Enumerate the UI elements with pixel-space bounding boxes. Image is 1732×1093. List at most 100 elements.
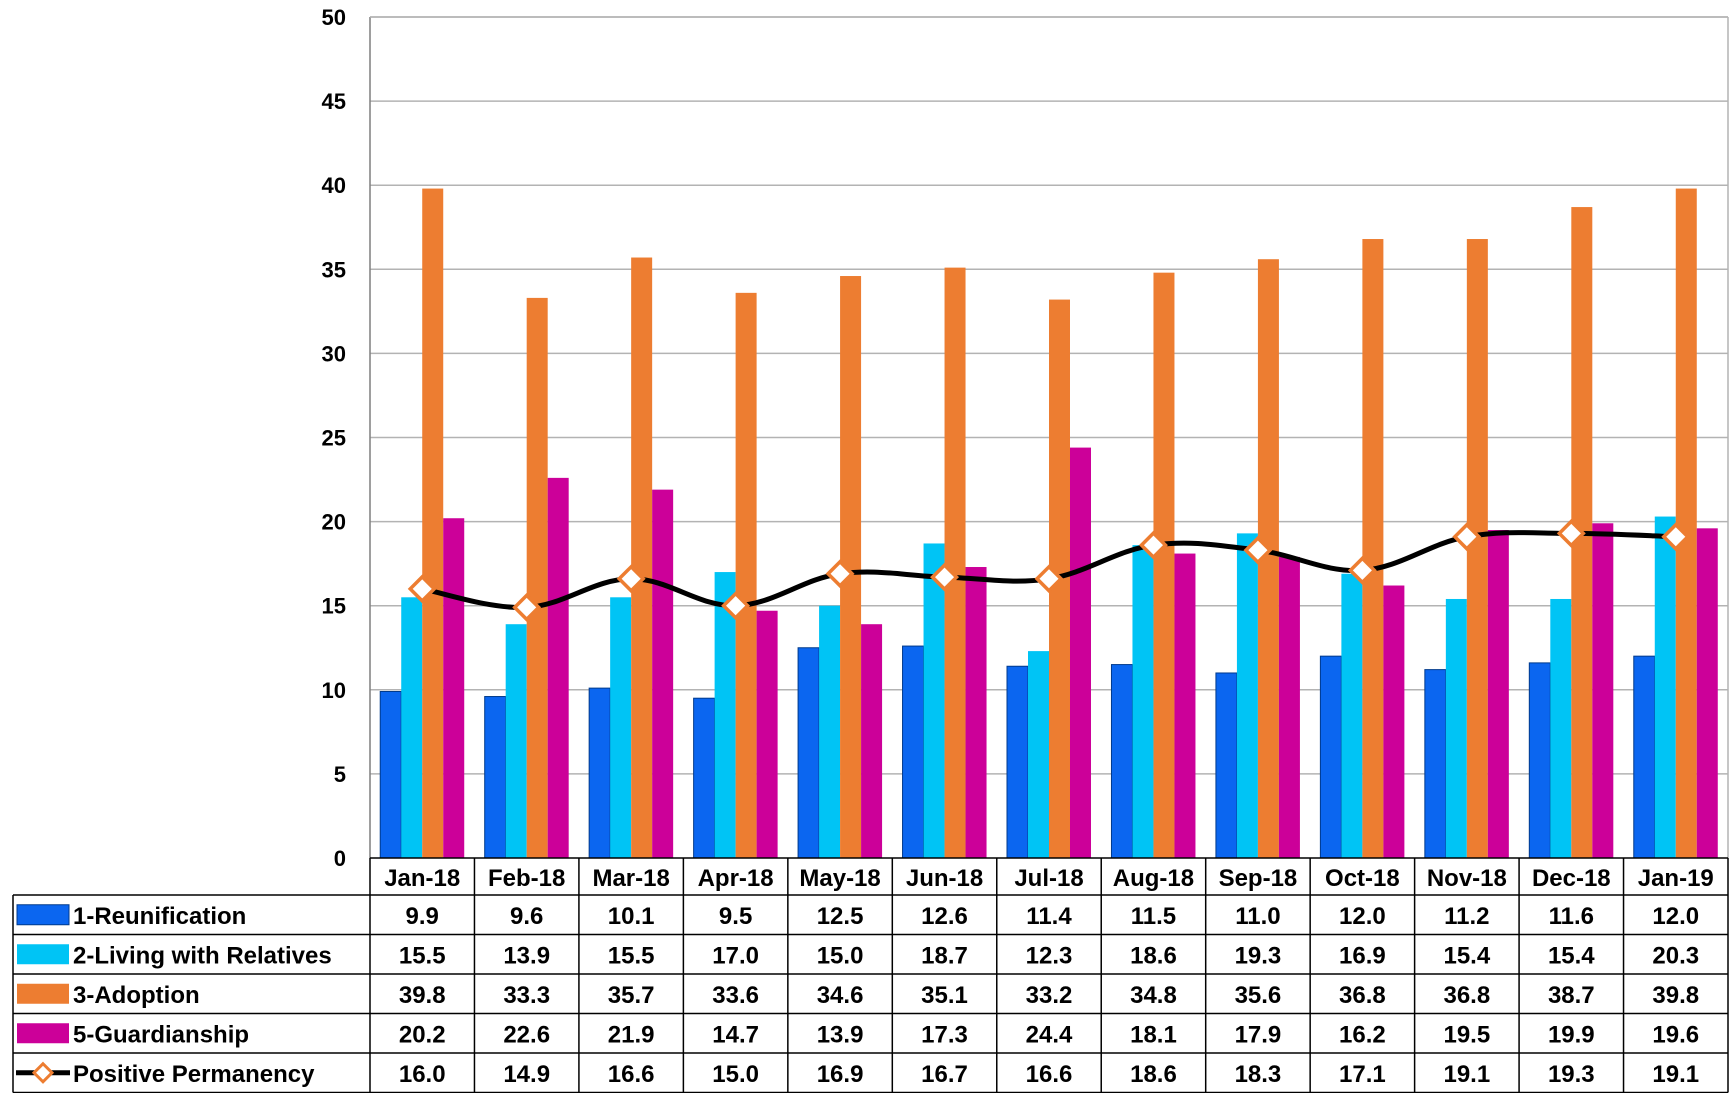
table-cell-positive-permanency-feb-18: 14.9 bbox=[503, 1061, 550, 1088]
y-tick-label: 30 bbox=[322, 341, 346, 366]
table-cell-positive-permanency-oct-18: 17.1 bbox=[1339, 1061, 1386, 1088]
bar-1-reunification-jul-18 bbox=[1006, 665, 1029, 859]
table-cell-positive-permanency-jan-18: 16.0 bbox=[399, 1061, 446, 1088]
bar-1-reunification-jan-19 bbox=[1633, 655, 1656, 859]
category-label-jul-18: Jul-18 bbox=[1014, 865, 1083, 892]
table-cell-2-living-with-relatives-oct-18: 16.9 bbox=[1339, 942, 1386, 969]
bar-2-living-with-relatives-jan-18 bbox=[401, 597, 423, 858]
bar-5-guardianship-dec-18 bbox=[1592, 523, 1614, 858]
y-tick-label: 15 bbox=[322, 594, 346, 619]
table-cell-3-adoption-apr-18: 33.6 bbox=[712, 982, 759, 1009]
bar-2-living-with-relatives-feb-18 bbox=[505, 624, 527, 858]
table-cell-1-reunification-dec-18: 11.6 bbox=[1549, 903, 1594, 930]
table-cell-5-guardianship-feb-18: 22.6 bbox=[503, 1021, 550, 1048]
bar-2-living-with-relatives-jun-18 bbox=[923, 543, 945, 858]
bars bbox=[379, 188, 1718, 859]
legend-key-3-adoption bbox=[17, 983, 69, 1004]
bar-1-reunification-jan-18 bbox=[379, 690, 402, 859]
bar-3-adoption-jun-18 bbox=[944, 267, 966, 858]
bar-5-guardianship-oct-18 bbox=[1383, 585, 1405, 858]
series-label-positive-permanency: Positive Permanency bbox=[73, 1061, 315, 1088]
table-cell-5-guardianship-jan-18: 20.2 bbox=[399, 1021, 446, 1048]
bar-1-reunification-jun-18 bbox=[902, 645, 925, 859]
marker-positive-permanency-jan-19 bbox=[1661, 522, 1691, 552]
table-cell-positive-permanency-nov-18: 19.1 bbox=[1443, 1061, 1490, 1088]
bar-5-guardianship-jul-18 bbox=[1070, 447, 1091, 858]
marker-positive-permanency-nov-18 bbox=[1452, 522, 1482, 552]
bar-1-reunification-dec-18 bbox=[1528, 662, 1551, 859]
table-cell-positive-permanency-dec-18: 19.3 bbox=[1548, 1061, 1595, 1088]
y-tick-label: 20 bbox=[322, 510, 346, 535]
table-cell-1-reunification-aug-18: 11.5 bbox=[1131, 903, 1176, 930]
table-cell-positive-permanency-sep-18: 18.3 bbox=[1235, 1061, 1282, 1088]
bar-1-reunification-mar-18 bbox=[588, 687, 611, 859]
bar-5-guardianship-jun-18 bbox=[965, 567, 987, 858]
marker-positive-permanency-jun-18 bbox=[930, 562, 960, 592]
table-cell-5-guardianship-jun-18: 17.3 bbox=[921, 1021, 968, 1048]
bar-3-adoption-oct-18 bbox=[1362, 239, 1384, 859]
table-cell-positive-permanency-jun-18: 16.7 bbox=[921, 1061, 968, 1088]
series-label-3-adoption: 3-Adoption bbox=[73, 982, 200, 1009]
table-cell-3-adoption-aug-18: 34.8 bbox=[1130, 982, 1177, 1009]
table-cell-3-adoption-jan-19: 39.8 bbox=[1652, 982, 1699, 1009]
bar-5-guardianship-mar-18 bbox=[652, 489, 674, 858]
bar-2-living-with-relatives-may-18 bbox=[819, 605, 841, 858]
bar-3-adoption-sep-18 bbox=[1257, 259, 1279, 858]
y-tick-label: 40 bbox=[322, 173, 346, 198]
table-cell-5-guardianship-nov-18: 19.5 bbox=[1443, 1021, 1490, 1048]
table-cell-1-reunification-jul-18: 11.4 bbox=[1026, 903, 1072, 930]
y-tick-label: 5 bbox=[334, 762, 346, 787]
table-cell-1-reunification-oct-18: 12.0 bbox=[1339, 903, 1386, 930]
table-cell-3-adoption-feb-18: 33.3 bbox=[503, 982, 550, 1009]
category-label-apr-18: Apr-18 bbox=[698, 865, 774, 892]
bar-1-reunification-may-18 bbox=[797, 647, 820, 859]
table-cell-5-guardianship-jul-18: 24.4 bbox=[1026, 1021, 1073, 1048]
table-cell-positive-permanency-may-18: 16.9 bbox=[817, 1061, 864, 1088]
table-cell-5-guardianship-jan-19: 19.6 bbox=[1652, 1021, 1699, 1048]
table-cell-positive-permanency-aug-18: 18.6 bbox=[1130, 1061, 1177, 1088]
table-cell-1-reunification-mar-18: 10.1 bbox=[608, 903, 655, 930]
table-cell-1-reunification-jan-19: 12.0 bbox=[1652, 903, 1699, 930]
table-cell-1-reunification-sep-18: 11.0 bbox=[1235, 903, 1280, 930]
bar-2-living-with-relatives-nov-18 bbox=[1445, 598, 1467, 858]
table-cell-3-adoption-jan-18: 39.8 bbox=[399, 982, 446, 1009]
table-cell-5-guardianship-may-18: 13.9 bbox=[817, 1021, 864, 1048]
legend-key-marker-positive-permanency bbox=[31, 1061, 55, 1084]
table-cell-5-guardianship-oct-18: 16.2 bbox=[1339, 1021, 1386, 1048]
category-label-jan-19: Jan-19 bbox=[1638, 865, 1714, 892]
table-cell-1-reunification-apr-18: 9.5 bbox=[719, 903, 752, 930]
bar-2-living-with-relatives-mar-18 bbox=[610, 597, 632, 858]
marker-positive-permanency-apr-18 bbox=[721, 591, 751, 621]
table-cell-2-living-with-relatives-aug-18: 18.6 bbox=[1130, 942, 1177, 969]
table-cell-3-adoption-dec-18: 38.7 bbox=[1548, 982, 1595, 1009]
category-label-dec-18: Dec-18 bbox=[1532, 865, 1611, 892]
marker-positive-permanency-sep-18 bbox=[1243, 535, 1273, 565]
bar-2-living-with-relatives-jan-19 bbox=[1654, 516, 1676, 858]
marker-positive-permanency-jan-18 bbox=[407, 574, 437, 604]
marker-positive-permanency-oct-18 bbox=[1347, 555, 1377, 585]
category-label-oct-18: Oct-18 bbox=[1325, 865, 1400, 892]
bar-1-reunification-aug-18 bbox=[1110, 664, 1133, 859]
table-cell-2-living-with-relatives-jan-19: 20.3 bbox=[1652, 942, 1699, 969]
bar-5-guardianship-nov-18 bbox=[1487, 530, 1509, 858]
bar-2-living-with-relatives-apr-18 bbox=[714, 572, 736, 858]
bar-3-adoption-may-18 bbox=[840, 276, 862, 858]
y-axis: 0 5 10 15 20 25 30 35 40 45 50 bbox=[322, 5, 1729, 871]
table-cell-3-adoption-oct-18: 36.8 bbox=[1339, 982, 1386, 1009]
positive-permanency-line bbox=[407, 518, 1691, 622]
category-label-sep-18: Sep-18 bbox=[1219, 865, 1298, 892]
table-cell-1-reunification-jan-18: 9.9 bbox=[406, 903, 439, 930]
table-cell-3-adoption-sep-18: 35.6 bbox=[1235, 982, 1282, 1009]
bar-5-guardianship-may-18 bbox=[861, 624, 883, 858]
bar-5-guardianship-feb-18 bbox=[547, 477, 569, 858]
table-cell-5-guardianship-dec-18: 19.9 bbox=[1548, 1021, 1595, 1048]
bar-3-adoption-jan-18 bbox=[422, 188, 444, 859]
table-cell-3-adoption-mar-18: 35.7 bbox=[608, 982, 655, 1009]
bar-1-reunification-sep-18 bbox=[1215, 672, 1238, 859]
bar-5-guardianship-apr-18 bbox=[756, 610, 778, 858]
table-cell-5-guardianship-apr-18: 14.7 bbox=[712, 1021, 759, 1048]
bar-5-guardianship-sep-18 bbox=[1278, 556, 1300, 858]
category-label-mar-18: Mar-18 bbox=[592, 865, 669, 892]
bar-1-reunification-apr-18 bbox=[693, 697, 716, 859]
table-cell-2-living-with-relatives-nov-18: 15.4 bbox=[1443, 942, 1490, 969]
